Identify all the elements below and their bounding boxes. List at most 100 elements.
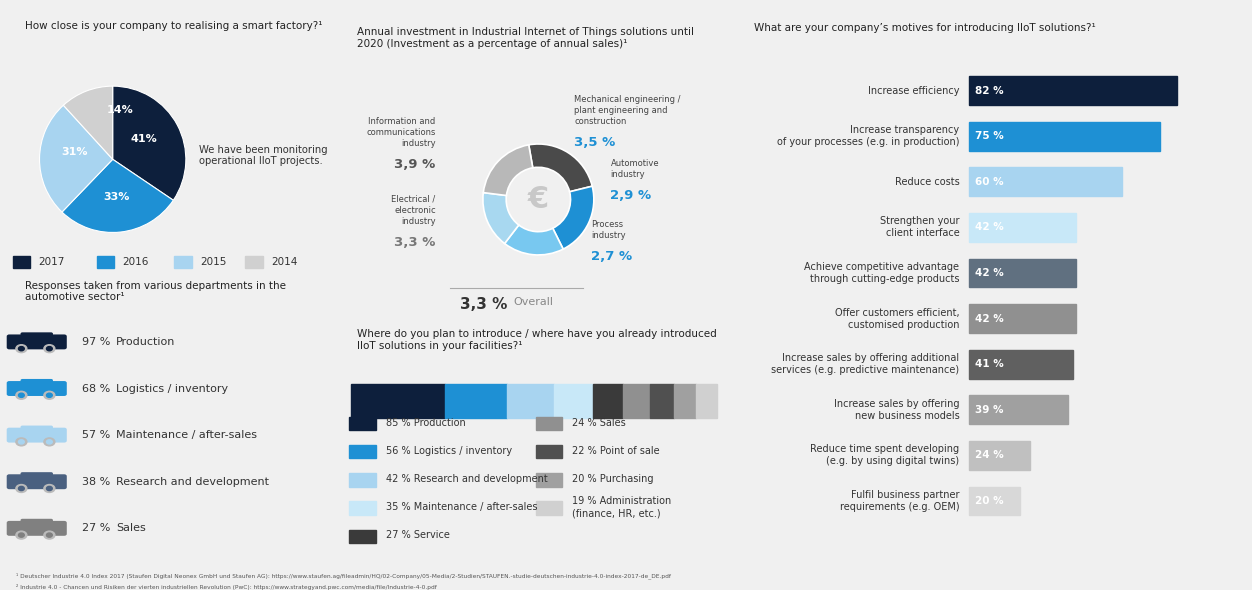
Bar <box>969 441 1030 470</box>
Circle shape <box>19 393 24 398</box>
Text: 41%: 41% <box>130 134 156 144</box>
Bar <box>174 256 192 268</box>
Bar <box>969 168 1122 196</box>
Text: Reduce time spent developing
(e.g. by using digital twins): Reduce time spent developing (e.g. by us… <box>810 444 959 466</box>
Bar <box>969 395 1068 424</box>
Text: What are your company’s motives for introducing IIoT solutions?¹: What are your company’s motives for intr… <box>754 23 1096 33</box>
Circle shape <box>44 345 55 353</box>
Wedge shape <box>483 145 533 195</box>
Text: Offer customers efficient,
customised production: Offer customers efficient, customised pr… <box>835 307 959 330</box>
Bar <box>696 384 717 418</box>
Text: 20 % Purchasing: 20 % Purchasing <box>572 474 654 484</box>
Text: 42 %: 42 % <box>975 222 1004 232</box>
Text: 85 % Production: 85 % Production <box>386 418 466 428</box>
Text: We have been monitoring
operational IIoT projects.: We have been monitoring operational IIoT… <box>199 145 328 166</box>
Text: Where do you plan to introduce / where have you already introduced
IIoT solution: Where do you plan to introduce / where h… <box>357 329 716 350</box>
Text: 41 %: 41 % <box>975 359 1004 369</box>
Wedge shape <box>505 225 563 255</box>
Text: Production: Production <box>116 337 175 347</box>
Text: Electrical /
electronic
industry: Electrical / electronic industry <box>392 195 436 226</box>
Text: 39 %: 39 % <box>975 405 1004 415</box>
Text: 75 %: 75 % <box>975 131 1004 141</box>
Text: Mechanical engineering /
plant engineering and
construction: Mechanical engineering / plant engineeri… <box>575 95 681 126</box>
Text: 24 % Sales: 24 % Sales <box>572 418 626 428</box>
Bar <box>553 384 593 418</box>
Text: 35 % Maintenance / after-sales: 35 % Maintenance / after-sales <box>386 502 537 512</box>
Wedge shape <box>40 105 113 212</box>
FancyBboxPatch shape <box>20 332 53 342</box>
Circle shape <box>46 533 53 537</box>
Wedge shape <box>483 192 518 244</box>
Text: 2014: 2014 <box>270 257 297 267</box>
FancyBboxPatch shape <box>6 474 66 489</box>
Bar <box>245 256 263 268</box>
Text: 56 % Logistics / inventory: 56 % Logistics / inventory <box>386 446 512 456</box>
Bar <box>349 530 376 543</box>
Text: Increase sales by offering
new business models: Increase sales by offering new business … <box>834 399 959 421</box>
Text: Overall: Overall <box>513 297 553 307</box>
Bar <box>623 384 650 418</box>
Text: Reduce costs: Reduce costs <box>894 177 959 187</box>
Text: Increase sales by offering additional
services (e.g. predictive maintenance): Increase sales by offering additional se… <box>771 353 959 375</box>
Bar <box>969 487 1020 515</box>
Text: 31%: 31% <box>61 147 88 157</box>
Text: ² Industrie 4.0 - Chancen und Risiken der vierten industriellen Revolution (PwC): ² Industrie 4.0 - Chancen und Risiken de… <box>16 584 437 590</box>
Text: Annual investment in Industrial Internet of Things solutions until
2020 (Investm: Annual investment in Industrial Internet… <box>357 27 694 49</box>
Text: 2017: 2017 <box>39 257 65 267</box>
Bar <box>536 473 562 487</box>
Text: Sales: Sales <box>116 523 145 533</box>
Text: 2,9 %: 2,9 % <box>611 189 651 202</box>
Text: 42 % Research and development: 42 % Research and development <box>386 474 547 484</box>
Text: 42 %: 42 % <box>975 314 1004 323</box>
Text: 22 % Point of sale: 22 % Point of sale <box>572 446 660 456</box>
Circle shape <box>44 438 55 446</box>
Bar <box>536 417 562 430</box>
Text: 2015: 2015 <box>200 257 227 267</box>
Bar <box>969 304 1075 333</box>
Bar <box>674 384 696 418</box>
Text: Strengthen your
client interface: Strengthen your client interface <box>880 217 959 238</box>
Text: 60 %: 60 % <box>975 177 1004 187</box>
Text: 42 %: 42 % <box>975 268 1004 278</box>
Bar <box>351 384 444 418</box>
Text: 33%: 33% <box>103 192 129 202</box>
Circle shape <box>16 345 26 353</box>
Bar <box>969 258 1075 287</box>
Text: 20 %: 20 % <box>975 496 1004 506</box>
Circle shape <box>19 486 24 491</box>
Circle shape <box>46 393 53 398</box>
Text: €: € <box>528 185 548 214</box>
Text: 2,7 %: 2,7 % <box>591 250 632 263</box>
Text: 2016: 2016 <box>123 257 149 267</box>
FancyBboxPatch shape <box>6 335 66 349</box>
Text: 19 % Administration
(finance, HR, etc.): 19 % Administration (finance, HR, etc.) <box>572 497 671 518</box>
Text: 3,3 %: 3,3 % <box>394 236 436 249</box>
Bar <box>96 256 114 268</box>
Circle shape <box>19 533 24 537</box>
Text: 24 %: 24 % <box>975 450 1004 460</box>
Circle shape <box>44 391 55 399</box>
FancyBboxPatch shape <box>6 521 66 536</box>
FancyBboxPatch shape <box>6 428 66 442</box>
Text: Fulfil business partner
requirements (e.g. OEM): Fulfil business partner requirements (e.… <box>840 490 959 512</box>
Text: 97 %: 97 % <box>81 337 110 347</box>
FancyBboxPatch shape <box>6 381 66 396</box>
Wedge shape <box>528 144 592 192</box>
Circle shape <box>19 346 24 351</box>
Text: How close is your company to realising a smart factory?¹: How close is your company to realising a… <box>25 21 323 31</box>
Bar <box>593 384 623 418</box>
Text: 3,3 %: 3,3 % <box>461 297 508 312</box>
Bar <box>969 213 1075 242</box>
Text: 14%: 14% <box>106 104 134 114</box>
Bar <box>13 256 30 268</box>
Text: Research and development: Research and development <box>116 477 269 487</box>
Bar <box>969 76 1177 105</box>
Bar <box>349 473 376 487</box>
Text: Increase transparency
of your processes (e.g. in production): Increase transparency of your processes … <box>776 125 959 148</box>
Text: 27 %: 27 % <box>81 523 110 533</box>
FancyBboxPatch shape <box>20 472 53 482</box>
Circle shape <box>46 440 53 444</box>
Bar <box>507 384 553 418</box>
Circle shape <box>16 531 26 539</box>
Text: Process
industry: Process industry <box>591 220 626 240</box>
